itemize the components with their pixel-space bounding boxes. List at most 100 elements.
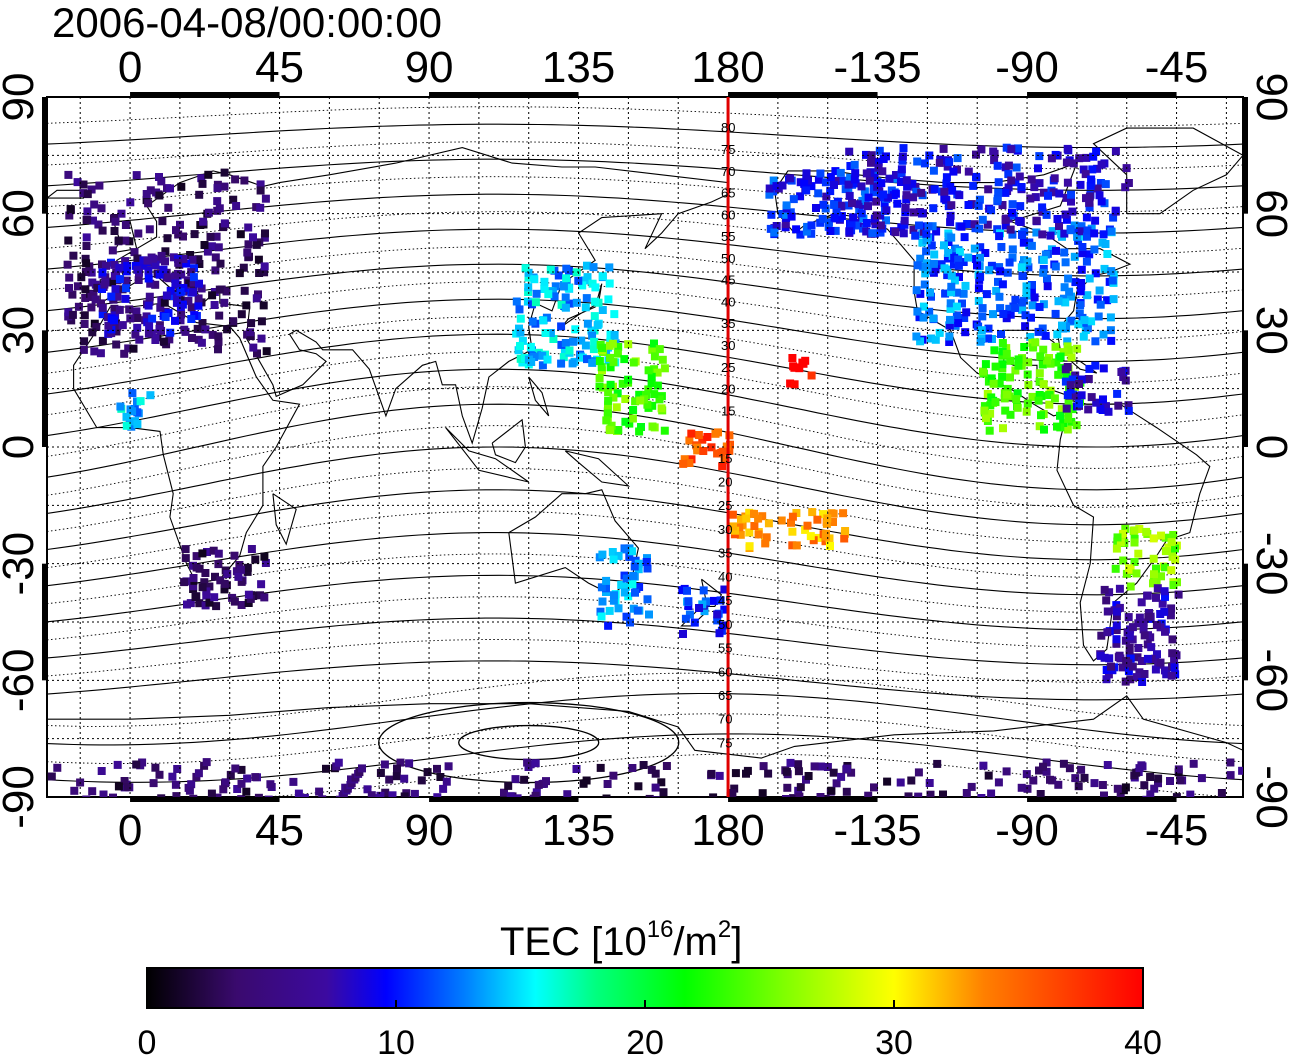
mlat-contour [47, 446, 1243, 526]
tec-pixel [839, 509, 848, 518]
tec-pixel [521, 264, 530, 273]
tec-pixel [122, 412, 131, 421]
tec-pixel [854, 200, 863, 209]
tec-pixel [841, 527, 850, 535]
frame-tick-right [1243, 563, 1248, 681]
tec-pixel [516, 354, 525, 363]
tec-pixel [532, 289, 541, 298]
tec-pixel [782, 795, 790, 797]
tec-pixel [559, 353, 568, 362]
tec-pixel [879, 190, 888, 199]
tec-pixel [1103, 607, 1112, 616]
tec-pixel [122, 284, 130, 293]
tec-pixel [197, 284, 206, 293]
tec-pixel [1116, 538, 1125, 547]
tec-pixel [63, 260, 72, 269]
tec-pixel [1061, 210, 1070, 219]
tec-pixel [745, 528, 754, 537]
tec-pixel [826, 227, 835, 235]
tec-pixel [969, 181, 978, 190]
tec-pixel [187, 303, 196, 312]
tec-pixel [940, 264, 949, 273]
tec-pixel [1001, 215, 1010, 224]
tec-pixel [110, 260, 119, 269]
tec-pixel [635, 427, 644, 436]
tec-pixel [908, 179, 917, 188]
tec-pixel [1050, 174, 1059, 183]
tec-pixel [1132, 768, 1141, 777]
tec-pixel [788, 541, 797, 550]
tec-pixel [583, 355, 591, 364]
tec-pixel [1084, 375, 1093, 383]
tec-pixel [824, 218, 833, 227]
tec-pixel [546, 265, 555, 274]
tec-pixel [587, 326, 596, 335]
tec-pixel [801, 525, 810, 534]
tec-pixel [882, 152, 890, 161]
tec-pixel [1121, 636, 1130, 645]
tec-pixel [1066, 226, 1075, 235]
tec-pixel [214, 337, 223, 346]
tec-pixel [184, 296, 193, 305]
tec-pixel [635, 390, 644, 399]
tec-pixel [979, 761, 988, 770]
tec-pixel [1106, 313, 1115, 322]
tec-pixel [1029, 343, 1038, 352]
tec-pixel [231, 175, 240, 184]
tec-pixel [139, 256, 148, 265]
tec-pixel [93, 283, 102, 292]
tec-pixel [1047, 154, 1056, 163]
tec-pixel [927, 334, 935, 343]
tec-pixel [637, 423, 645, 431]
tec-pixel [989, 147, 998, 156]
tec-pixel [629, 358, 638, 367]
magnetic-latitude-labels: 8075706560555045403530252015152025303540… [718, 120, 735, 750]
tec-pixel [91, 295, 100, 304]
tec-pixel [998, 372, 1007, 381]
tec-pixel [603, 780, 612, 788]
tec-pixel [125, 417, 134, 426]
tec-pixel [845, 191, 854, 200]
tec-pixel [261, 559, 270, 567]
tec-pixel [887, 186, 896, 195]
tec-pixel [916, 254, 925, 263]
tec-pixel [596, 763, 605, 772]
tec-pixel [1109, 213, 1118, 222]
tec-pixel [1113, 533, 1122, 542]
tec-pixel [698, 796, 707, 797]
tec-pixel [1111, 564, 1120, 573]
tec-pixel [262, 347, 271, 356]
tec-pixel [1039, 762, 1047, 771]
tec-pixel [647, 379, 656, 388]
tec-pixel [685, 459, 694, 467]
tec-pixel [604, 295, 613, 304]
tec-pixel [1087, 317, 1096, 326]
tec-pixel [976, 243, 985, 252]
tec-pixel [206, 232, 215, 241]
tec-pixel [1017, 298, 1026, 307]
tec-pixel [1001, 188, 1010, 197]
tec-pixel [564, 283, 573, 292]
tec-pixel [185, 786, 194, 795]
tec-pixel [1146, 773, 1155, 781]
tec-pixel [1038, 207, 1047, 216]
tec-pixel [884, 193, 893, 202]
tec-pixel [1157, 572, 1165, 581]
tec-pixel [1039, 300, 1048, 309]
tec-pixel [300, 793, 309, 797]
tec-pixel [1056, 411, 1064, 420]
tec-pixel [1084, 405, 1093, 414]
tec-pixel [778, 181, 787, 190]
tec-pixel [1031, 338, 1040, 347]
tec-pixel [1161, 592, 1169, 601]
tec-pixel [113, 760, 122, 769]
tec-pixel [1101, 402, 1110, 411]
tec-pixel [102, 261, 110, 270]
tec-pixel [1053, 330, 1062, 339]
tec-pixel [530, 353, 539, 361]
tec-pixel [255, 269, 264, 277]
tec-pixel [192, 563, 201, 572]
tec-pixel [189, 288, 198, 297]
tec-pixel [1005, 304, 1014, 313]
tec-pixel [249, 343, 258, 352]
